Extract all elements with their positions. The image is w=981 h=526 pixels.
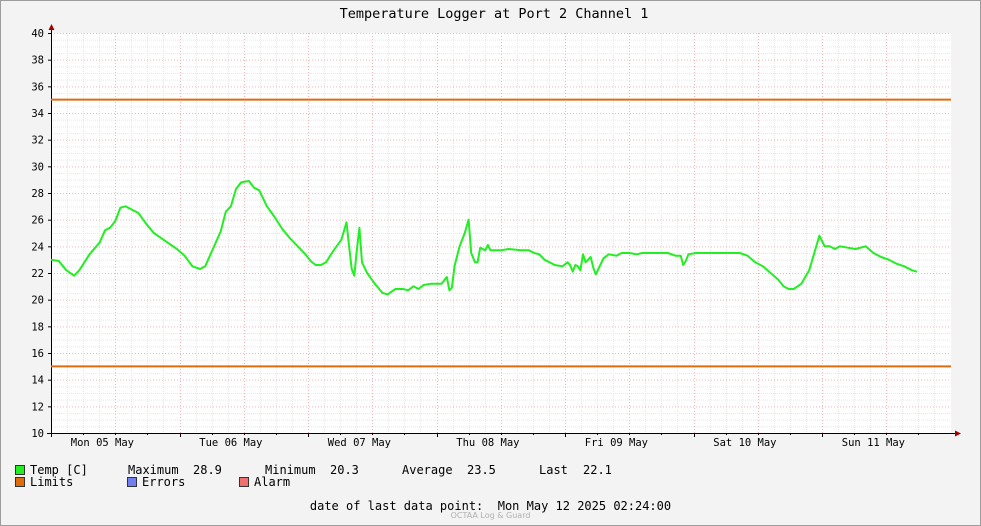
y-tick-label: 10 — [31, 428, 44, 440]
legend-last-value: 22.1 — [583, 463, 612, 477]
y-tick-label: 12 — [31, 401, 44, 413]
legend-maximum-label: Maximum — [128, 463, 179, 477]
alarm-swatch — [239, 477, 249, 487]
y-tick-label: 32 — [31, 135, 44, 147]
x-tick-label: Sun 11 May — [842, 437, 905, 449]
x-tick-label: Thu 08 May — [456, 437, 519, 449]
legend-temp-label: Temp [C] — [30, 463, 88, 477]
legend-minimum-value: 20.3 — [330, 463, 359, 477]
date-value: Mon May 12 2025 02:24:00 — [497, 499, 672, 513]
legend-errors-label: Errors — [142, 475, 186, 489]
legend-average-value: 23.5 — [467, 463, 496, 477]
temp-swatch — [15, 465, 25, 475]
legend-last-label: Last — [539, 463, 568, 477]
temp-series-line — [50, 180, 918, 296]
x-tick-label: Tue 06 May — [199, 437, 262, 449]
legend-limits-label: Limits — [30, 475, 74, 489]
legend-minimum-label: Minimum — [265, 463, 316, 477]
errors-swatch — [127, 477, 137, 487]
last-data-point: date of last data point: Mon May 12 2025… — [0, 499, 981, 513]
y-axis-arrow — [48, 24, 55, 30]
y-tick-label: 20 — [31, 295, 44, 307]
y-tick-label: 14 — [31, 375, 44, 387]
y-tick-label: 24 — [31, 241, 44, 253]
chart-title: Temperature Logger at Port 2 Channel 1 — [340, 6, 649, 22]
y-tick-label: 40 — [31, 28, 44, 40]
x-axis-arrow — [955, 430, 961, 437]
x-tick-label: Sat 10 May — [713, 437, 776, 449]
y-tick-label: 22 — [31, 268, 44, 280]
legend-average-label: Average — [402, 463, 453, 477]
y-tick-label: 30 — [31, 161, 44, 173]
y-tick-label: 36 — [31, 81, 44, 93]
y-tick-label: 38 — [31, 55, 44, 67]
limits-swatch — [15, 477, 25, 487]
y-tick-label: 26 — [31, 215, 44, 227]
x-tick-label: Fri 09 May — [585, 437, 648, 449]
watermark: OCTAA Log & Guard — [450, 511, 531, 520]
y-tick-label: 18 — [31, 321, 44, 333]
y-tick-label: 34 — [31, 108, 44, 120]
date-label: date of last data point: — [309, 499, 484, 513]
legend-alarm-label: Alarm — [254, 475, 291, 489]
x-tick-label: Wed 07 May — [328, 437, 391, 449]
y-tick-label: 16 — [31, 348, 44, 360]
legend-maximum-value: 28.9 — [193, 463, 222, 477]
x-tick-label: Mon 05 May — [71, 437, 134, 449]
y-tick-label: 28 — [31, 188, 44, 200]
